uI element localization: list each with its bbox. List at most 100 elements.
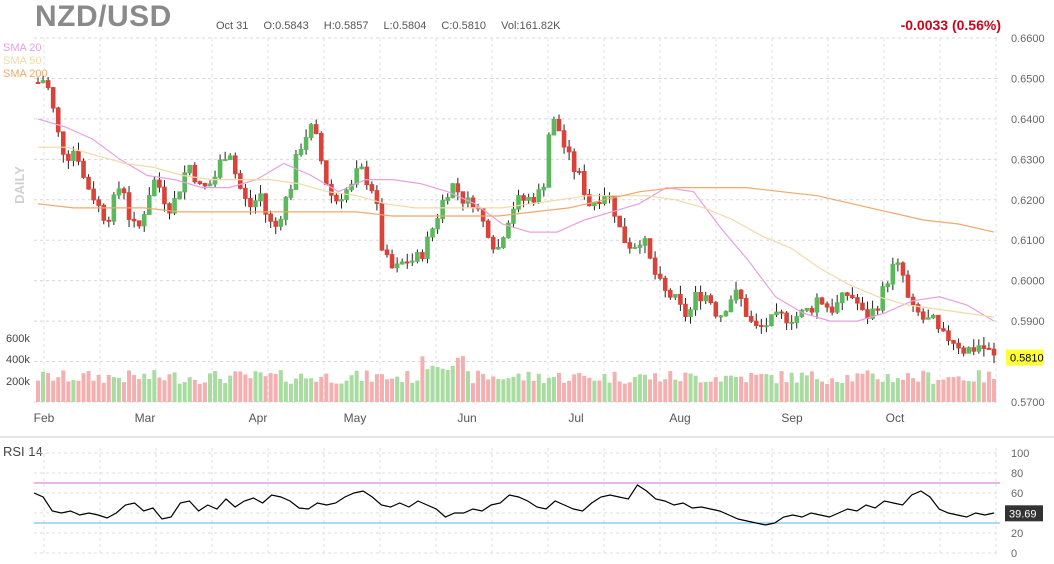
candle-body xyxy=(374,190,380,204)
candle-body xyxy=(733,289,739,301)
volume-bar xyxy=(445,369,450,402)
volume-bar xyxy=(627,382,632,402)
rsi-tick-label: 0 xyxy=(1011,548,1017,560)
candle-body xyxy=(784,312,789,324)
candle-body xyxy=(991,348,997,356)
candle-body xyxy=(753,320,759,326)
volume-bar xyxy=(91,380,96,402)
candle-body xyxy=(900,262,906,276)
volume-bar xyxy=(658,381,663,402)
volume-bar xyxy=(946,377,951,402)
candle-body xyxy=(81,160,86,178)
volume-bar xyxy=(895,378,900,402)
x-tick-label: Aug xyxy=(669,411,690,425)
candle-body xyxy=(131,218,137,222)
candle-body xyxy=(521,195,526,201)
volume-bar xyxy=(921,370,926,402)
volume-bar xyxy=(840,383,845,402)
volume-bar xyxy=(501,379,506,402)
volume-bar xyxy=(471,383,476,402)
volume-bar xyxy=(420,356,425,402)
candle-body xyxy=(531,197,537,203)
candle-body xyxy=(824,303,830,308)
candle-body xyxy=(162,186,167,205)
candle-body xyxy=(126,192,132,220)
x-tick-label: May xyxy=(344,411,367,425)
candle-body xyxy=(511,208,516,224)
volume-bar xyxy=(734,376,739,402)
volume-bar xyxy=(825,383,830,402)
volume-bar xyxy=(390,378,395,402)
candle-body xyxy=(571,151,577,173)
candle-body xyxy=(556,118,562,132)
candle-body xyxy=(101,204,107,221)
candle-body xyxy=(971,347,977,352)
volume-bar xyxy=(723,375,728,402)
volume-bar xyxy=(268,373,273,402)
candle-body xyxy=(384,249,390,256)
sma-line-50 xyxy=(38,146,995,318)
volume-bar xyxy=(622,383,627,402)
volume-bar xyxy=(51,380,56,402)
rsi-tick-label: 20 xyxy=(1011,528,1023,540)
candle-body xyxy=(308,124,314,138)
x-tick-label: Apr xyxy=(249,411,268,425)
volume-bar xyxy=(425,369,430,402)
x-tick-label: Jun xyxy=(457,411,476,425)
volume-bar xyxy=(101,382,106,402)
sma-line-20 xyxy=(37,118,995,322)
candle-body xyxy=(829,306,835,313)
x-tick-label: Sep xyxy=(781,411,803,425)
volume-bar xyxy=(663,379,668,402)
volume-bar xyxy=(941,379,946,402)
candle-body xyxy=(506,222,511,239)
rsi-tick-label: 100 xyxy=(1011,448,1029,460)
candle-body xyxy=(273,220,279,227)
candle-body xyxy=(141,214,147,227)
volume-bar xyxy=(855,373,860,402)
candle-body xyxy=(440,199,445,220)
volume-bar xyxy=(379,374,384,402)
grid xyxy=(34,37,1000,556)
x-tick-label: Oct xyxy=(886,411,905,425)
candle-body xyxy=(925,317,931,320)
volume-bar xyxy=(344,380,349,402)
volume-bar xyxy=(845,375,850,402)
price-change: -0.0033 (0.56%) xyxy=(900,17,1001,33)
volume-bar xyxy=(931,383,936,402)
volume-bar xyxy=(410,382,415,402)
candle-body xyxy=(956,342,961,349)
candle-body xyxy=(865,309,870,319)
candle-body xyxy=(212,176,218,185)
volume-bar xyxy=(359,381,364,402)
candle-body xyxy=(673,294,678,298)
volume-bar xyxy=(111,377,116,402)
candle-body xyxy=(905,274,911,298)
candle-body xyxy=(728,299,734,313)
volume-bar xyxy=(653,373,658,402)
volume-bar xyxy=(324,373,329,402)
volume-bar xyxy=(354,370,359,402)
volume-bar xyxy=(228,375,233,402)
volume-bar xyxy=(253,371,258,402)
volume-bar xyxy=(521,380,526,402)
volume-bar xyxy=(202,382,207,402)
candle-body xyxy=(222,159,228,162)
candle-body xyxy=(389,254,395,269)
volume-bar xyxy=(916,381,921,402)
candle-body xyxy=(743,297,749,317)
candle-body xyxy=(197,181,203,185)
y-tick-label: 0.6000 xyxy=(1011,276,1045,288)
candle-body xyxy=(86,176,91,190)
x-tick-label: Jul xyxy=(568,411,583,425)
legend-sma20: SMA 20 xyxy=(3,42,42,54)
candle-body xyxy=(622,226,628,244)
volume-bar xyxy=(369,381,374,402)
volume-bar xyxy=(162,380,167,402)
volume-bar xyxy=(865,370,870,402)
candle-body xyxy=(313,124,319,135)
volume-bar xyxy=(986,371,991,402)
volume-bar xyxy=(597,380,602,402)
candle-body xyxy=(152,179,157,197)
